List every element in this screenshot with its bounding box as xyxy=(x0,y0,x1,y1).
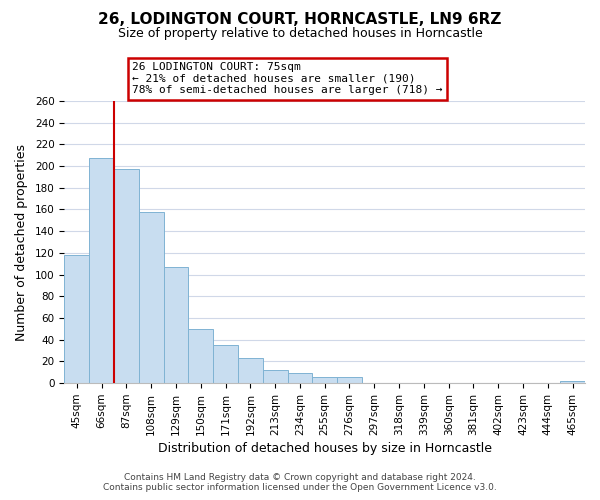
Text: 26 LODINGTON COURT: 75sqm
← 21% of detached houses are smaller (190)
78% of semi: 26 LODINGTON COURT: 75sqm ← 21% of detac… xyxy=(132,62,443,96)
Bar xyxy=(337,376,362,383)
Bar xyxy=(238,358,263,383)
Bar xyxy=(188,329,213,383)
Text: 26, LODINGTON COURT, HORNCASTLE, LN9 6RZ: 26, LODINGTON COURT, HORNCASTLE, LN9 6RZ xyxy=(98,12,502,28)
Bar xyxy=(89,158,114,383)
Bar xyxy=(213,345,238,383)
Bar xyxy=(164,267,188,383)
Bar xyxy=(64,255,89,383)
Bar xyxy=(287,374,313,383)
Bar xyxy=(560,381,585,383)
Text: Contains HM Land Registry data © Crown copyright and database right 2024.
Contai: Contains HM Land Registry data © Crown c… xyxy=(103,473,497,492)
X-axis label: Distribution of detached houses by size in Horncastle: Distribution of detached houses by size … xyxy=(158,442,492,455)
Bar xyxy=(114,170,139,383)
Text: Size of property relative to detached houses in Horncastle: Size of property relative to detached ho… xyxy=(118,28,482,40)
Bar xyxy=(139,212,164,383)
Y-axis label: Number of detached properties: Number of detached properties xyxy=(15,144,28,340)
Bar xyxy=(263,370,287,383)
Bar xyxy=(313,376,337,383)
